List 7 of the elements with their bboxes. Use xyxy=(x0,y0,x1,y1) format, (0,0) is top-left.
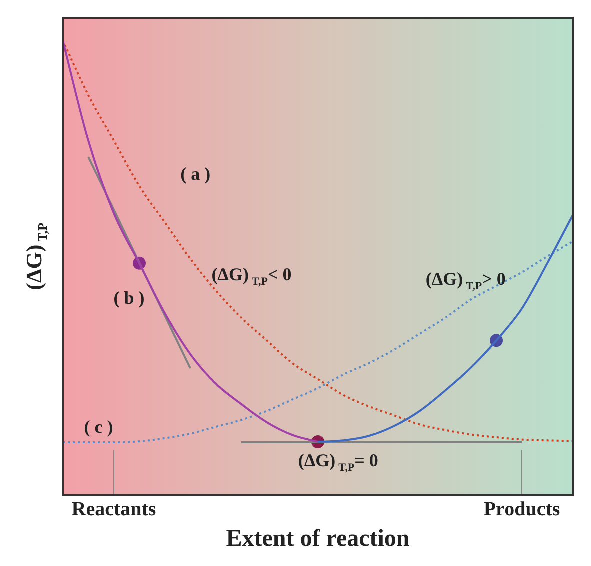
annotation: ( c ) xyxy=(84,417,114,438)
annotation: ( a ) xyxy=(180,164,211,184)
x-axis-title: Extent of reaction xyxy=(226,526,410,552)
x-tick-label: Products xyxy=(484,498,560,520)
x-tick-label: Reactants xyxy=(72,498,156,520)
y-axis-title: (ΔG)T,P xyxy=(22,222,50,290)
annotation: ( b ) xyxy=(114,288,145,308)
